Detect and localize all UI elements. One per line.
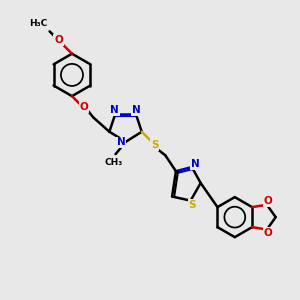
Text: CH₃: CH₃ [105, 158, 123, 167]
Text: H₃C: H₃C [29, 20, 47, 28]
Text: O: O [54, 35, 63, 45]
Text: N: N [117, 137, 125, 147]
Text: O: O [264, 196, 272, 206]
Text: O: O [264, 228, 272, 238]
Text: N: N [132, 105, 141, 115]
Text: O: O [80, 102, 88, 112]
Text: S: S [188, 200, 196, 210]
Text: N: N [191, 159, 200, 169]
Text: S: S [151, 140, 158, 150]
Text: N: N [110, 105, 119, 115]
